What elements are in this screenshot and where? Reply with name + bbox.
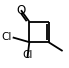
Text: Cl: Cl (22, 50, 33, 60)
Text: Cl: Cl (1, 32, 11, 42)
Text: O: O (16, 4, 26, 17)
